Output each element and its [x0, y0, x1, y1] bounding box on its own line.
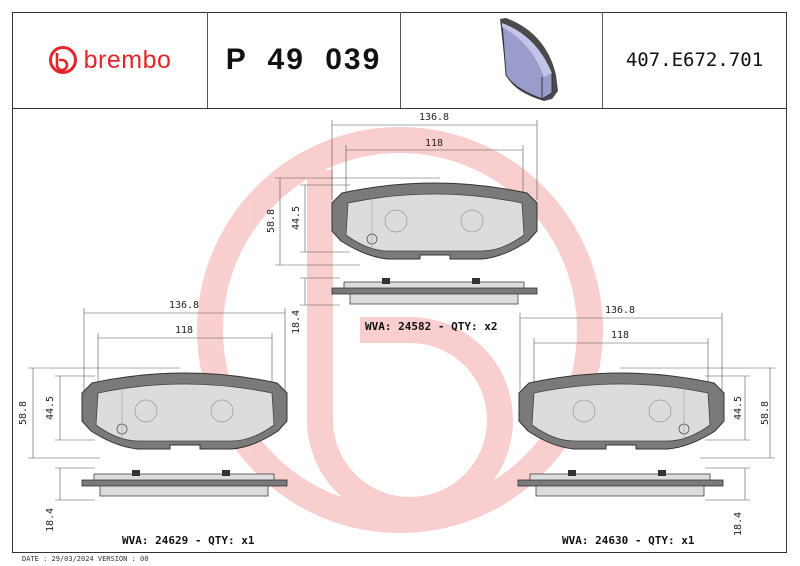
dim-height-friction: 44.5 — [733, 396, 744, 420]
pad-side-view-2 — [81, 469, 288, 497]
dim-width-friction: 118 — [611, 330, 629, 341]
pad-top-view-3 — [518, 372, 725, 450]
dim-thickness: 18.4 — [45, 508, 56, 532]
pad-top-view-1 — [331, 182, 538, 260]
watermark-logo — [197, 127, 603, 533]
dim-height-total: 58.8 — [18, 401, 29, 425]
brake-pad-3d-icon — [500, 17, 558, 101]
dim-height-friction: 44.5 — [45, 396, 56, 420]
view-label-2: WVA: 24629 - QTY: x1 — [122, 534, 255, 547]
pad-side-view-1 — [331, 277, 538, 305]
dim-width-friction: 118 — [425, 138, 443, 149]
dim-height-friction: 44.5 — [291, 206, 302, 230]
view-label-1: WVA: 24582 - QTY: x2 — [365, 320, 498, 333]
dim-width-total: 136.8 — [419, 112, 449, 123]
dim-thickness: 18.4 — [291, 310, 302, 334]
drawing-frame — [12, 12, 787, 553]
part-number: P 49 039 — [207, 12, 400, 109]
brembo-logo: brembo — [12, 12, 207, 109]
brembo-logo-icon — [48, 46, 77, 74]
dim-height-total: 58.8 — [266, 209, 277, 233]
view-label-3: WVA: 24630 - QTY: x1 — [562, 534, 695, 547]
dim-width-friction: 118 — [175, 325, 193, 336]
dim-height-total: 58.8 — [760, 401, 771, 425]
pad-top-view-2 — [81, 372, 288, 450]
dim-width-total: 136.8 — [169, 300, 199, 311]
pad-3d-preview — [400, 12, 602, 109]
pad-side-view-3 — [517, 469, 724, 497]
brand-name: brembo — [83, 45, 172, 74]
dim-width-total: 136.8 — [605, 305, 635, 316]
reference-number: 407.E672.701 — [602, 12, 787, 109]
footer-date-version: DATE : 29/03/2024 VERSION : 00 — [22, 555, 149, 563]
dim-thickness: 18.4 — [733, 512, 744, 536]
